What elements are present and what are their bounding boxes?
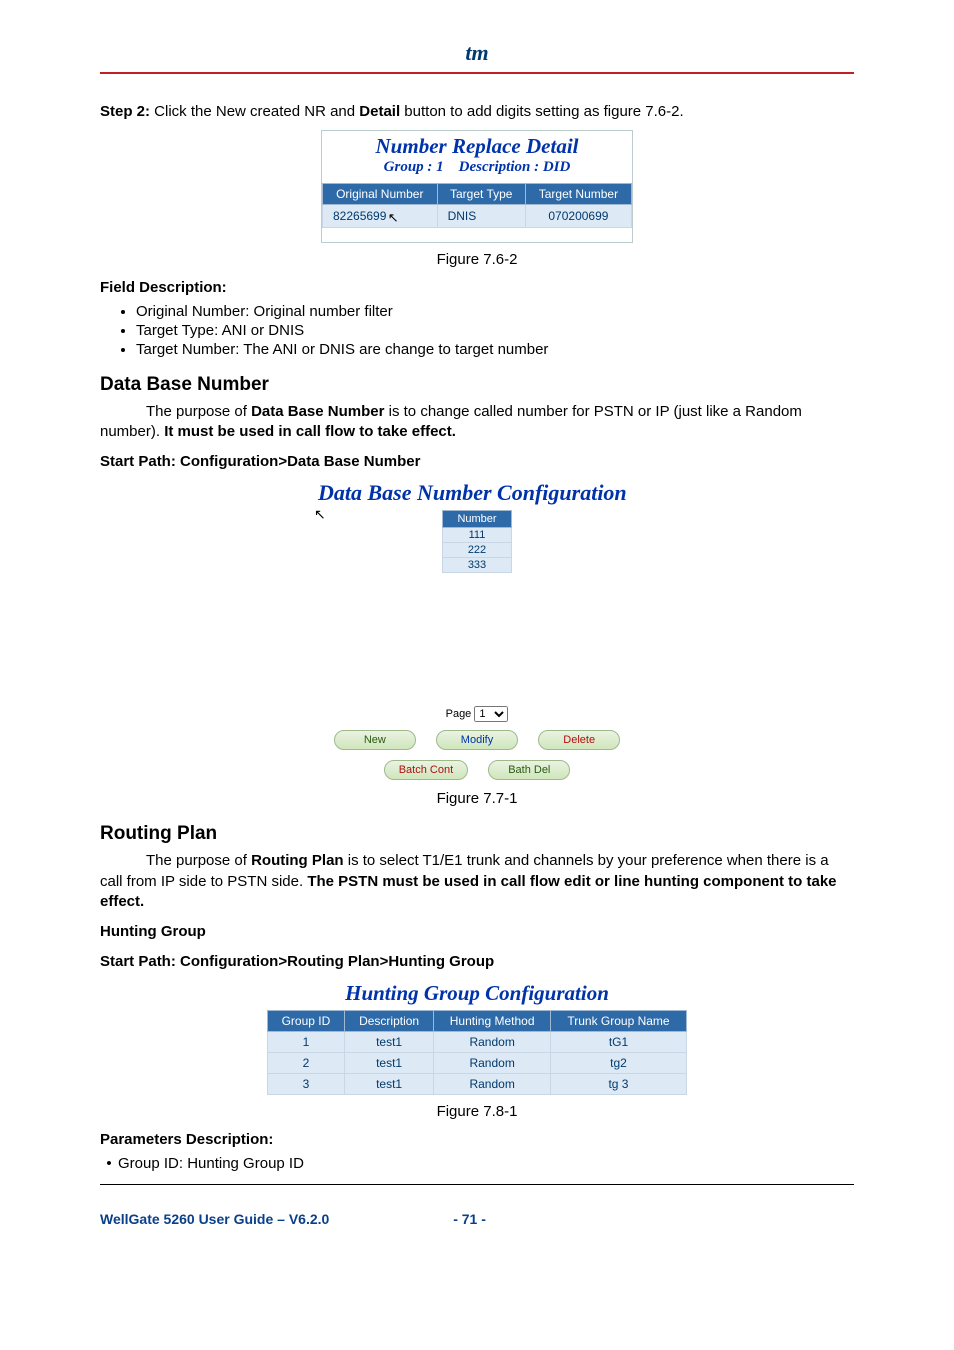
delete-button[interactable]: Delete bbox=[538, 730, 620, 750]
divider-top bbox=[100, 72, 854, 74]
fig-7-6-2-panel: Number Replace Detail Group : 1 Descript… bbox=[321, 130, 633, 243]
page-label: Page bbox=[446, 708, 472, 720]
table-row[interactable]: 111 bbox=[443, 528, 511, 543]
col-trunk-group-name: Trunk Group Name bbox=[550, 1010, 686, 1031]
cell-group-id: 3 bbox=[268, 1073, 345, 1094]
cell-trunk-group-name: tg2 bbox=[550, 1052, 686, 1073]
step2-text: Step 2: Click the New created NR and Det… bbox=[100, 102, 854, 122]
table-row[interactable]: 3 test1 Random tg 3 bbox=[268, 1073, 687, 1094]
cell-hunting-method: Random bbox=[434, 1073, 551, 1094]
fig-7-7-1-panel: Data Base Number Configuration ↖ Number … bbox=[312, 480, 642, 782]
cell-original-number: 82265699 ↖ bbox=[323, 205, 438, 228]
params-item-1-text: Group ID: Hunting Group ID bbox=[118, 1155, 304, 1172]
rp-start-path: Start Path: Configuration>Routing Plan>H… bbox=[100, 952, 854, 972]
fig781-title: Hunting Group Configuration bbox=[267, 981, 687, 1006]
fig762-sub-left: Group : 1 bbox=[384, 159, 444, 175]
cell-trunk-group-name: tG1 bbox=[550, 1031, 686, 1052]
cell-hunting-method: Random bbox=[434, 1031, 551, 1052]
step2-bold-b: Detail bbox=[359, 103, 400, 120]
fig762-spacer bbox=[322, 228, 632, 242]
params-item-1: •Group ID: Hunting Group ID bbox=[100, 1154, 854, 1174]
dbn-para-bold: Data Base Number bbox=[251, 403, 384, 420]
fig762-title: Number Replace Detail bbox=[322, 131, 632, 159]
table-header-row: Original Number Target Type Target Numbe… bbox=[323, 184, 632, 205]
table-row[interactable]: 333 bbox=[443, 558, 511, 573]
fig-7-8-1-panel: Hunting Group Configuration Group ID Des… bbox=[267, 981, 687, 1095]
step2-text-a: Click the New created NR and bbox=[150, 103, 359, 120]
rp-para: The purpose of Routing Plan is to select… bbox=[100, 851, 854, 912]
bullet-icon: • bbox=[100, 1154, 118, 1174]
cell-original-number-text: 82265699 bbox=[333, 209, 386, 223]
table-row[interactable]: 222 bbox=[443, 543, 511, 558]
new-button[interactable]: New bbox=[334, 730, 416, 750]
page-select[interactable]: 1 bbox=[474, 706, 508, 722]
button-row-1: New Modify Delete bbox=[312, 728, 642, 752]
cell-description: test1 bbox=[344, 1031, 433, 1052]
cell-number: 333 bbox=[443, 558, 511, 573]
modify-button[interactable]: Modify bbox=[436, 730, 518, 750]
rp-sub-hg: Hunting Group bbox=[100, 922, 854, 942]
footer-left: WellGate 5260 User Guide – V6.2.0 bbox=[100, 1211, 329, 1227]
step2-text-c: button to add digits setting as figure 7… bbox=[400, 103, 684, 120]
params-head: Parameters Description: bbox=[100, 1130, 854, 1150]
table-header-row: Group ID Description Hunting Method Trun… bbox=[268, 1010, 687, 1031]
rp-para-bold: Routing Plan bbox=[251, 852, 344, 869]
cell-number: 111 bbox=[443, 528, 511, 543]
footer: WellGate 5260 User Guide – V6.2.0 - 71 - bbox=[0, 1211, 954, 1245]
step2-label: Step 2: bbox=[100, 103, 150, 120]
cell-trunk-group-name: tg 3 bbox=[550, 1073, 686, 1094]
cell-target-number: 070200699 bbox=[525, 205, 631, 228]
col-description: Description bbox=[344, 1010, 433, 1031]
col-hunting-method: Hunting Method bbox=[434, 1010, 551, 1031]
button-row-2: Batch Cont Bath Del bbox=[312, 758, 642, 782]
list-item: Target Number: The ANI or DNIS are chang… bbox=[136, 341, 854, 358]
dbn-heading: Data Base Number bbox=[100, 374, 854, 396]
cell-description: test1 bbox=[344, 1073, 433, 1094]
fig781-caption: Figure 7.8-1 bbox=[100, 1103, 854, 1120]
list-item: Original Number: Original number filter bbox=[136, 303, 854, 320]
fig762-subtitle: Group : 1 Description : DID bbox=[322, 159, 632, 179]
batch-cont-button[interactable]: Batch Cont bbox=[384, 760, 468, 780]
rp-heading: Routing Plan bbox=[100, 823, 854, 845]
col-group-id: Group ID bbox=[268, 1010, 345, 1031]
cell-target-type: DNIS bbox=[437, 205, 525, 228]
cursor-arrow-icon: ↖ bbox=[388, 210, 399, 226]
fig771-table: Number 111 222 333 bbox=[442, 510, 511, 573]
fig771-caption: Figure 7.7-1 bbox=[100, 790, 854, 807]
table-row[interactable]: 82265699 ↖ DNIS 070200699 bbox=[323, 205, 632, 228]
col-target-number: Target Number bbox=[525, 184, 631, 205]
dbn-para-a: The purpose of bbox=[146, 403, 251, 420]
fig762-table: Original Number Target Type Target Numbe… bbox=[322, 183, 632, 228]
table-row[interactable]: 2 test1 Random tg2 bbox=[268, 1052, 687, 1073]
col-number: Number bbox=[443, 511, 511, 528]
table-row[interactable]: 1 test1 Random tG1 bbox=[268, 1031, 687, 1052]
pager: Page 1 bbox=[312, 706, 642, 722]
col-original-number: Original Number bbox=[323, 184, 438, 205]
cell-hunting-method: Random bbox=[434, 1052, 551, 1073]
fig771-list-area: Number 111 222 333 bbox=[312, 510, 642, 700]
bath-del-button[interactable]: Bath Del bbox=[488, 760, 570, 780]
field-desc-head: Field Description: bbox=[100, 278, 854, 298]
cell-number: 222 bbox=[443, 543, 511, 558]
dbn-para-bold2: It must be used in call flow to take eff… bbox=[164, 423, 456, 440]
logo-row: tm bbox=[100, 40, 854, 66]
fig771-title: Data Base Number Configuration bbox=[312, 480, 642, 506]
fig762-caption: Figure 7.6-2 bbox=[100, 251, 854, 268]
dbn-start-path: Start Path: Configuration>Data Base Numb… bbox=[100, 452, 854, 472]
list-item: Target Type: ANI or DNIS bbox=[136, 322, 854, 339]
field-desc-list: Original Number: Original number filter … bbox=[136, 303, 854, 358]
divider-bottom bbox=[100, 1184, 854, 1185]
table-header-row: Number bbox=[443, 511, 511, 528]
footer-page: - 71 - bbox=[453, 1211, 486, 1227]
cell-group-id: 1 bbox=[268, 1031, 345, 1052]
rp-para-a: The purpose of bbox=[146, 852, 251, 869]
fig781-table: Group ID Description Hunting Method Trun… bbox=[267, 1010, 687, 1095]
col-target-type: Target Type bbox=[437, 184, 525, 205]
fig762-sub-right: Description : DID bbox=[459, 159, 571, 175]
logo: tm bbox=[465, 40, 488, 66]
dbn-para: The purpose of Data Base Number is to ch… bbox=[100, 402, 854, 443]
cell-description: test1 bbox=[344, 1052, 433, 1073]
cell-group-id: 2 bbox=[268, 1052, 345, 1073]
